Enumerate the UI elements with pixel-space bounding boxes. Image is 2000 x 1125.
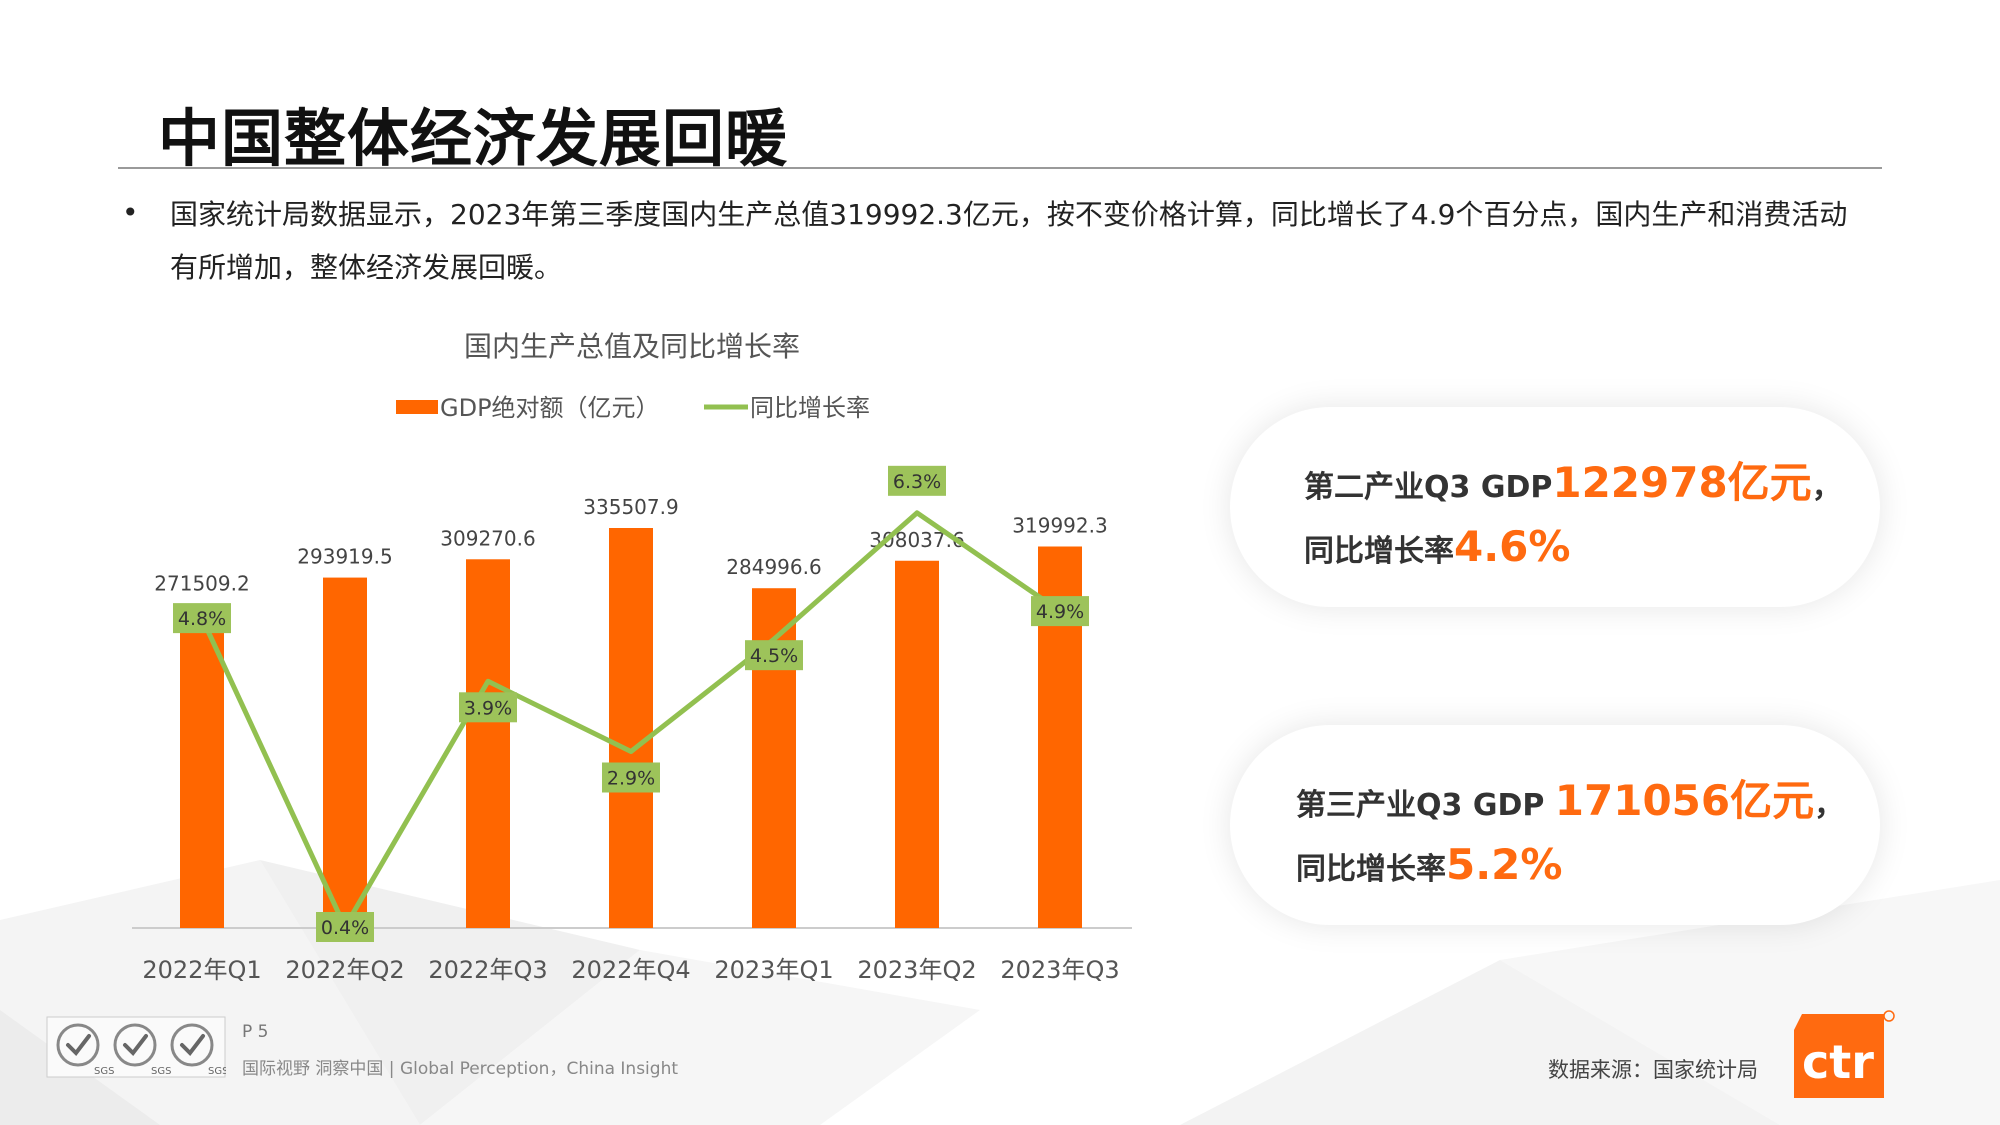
summary-paragraph: 国家统计局数据显示，2023年第三季度国内生产总值319992.3亿元，按不变价… (170, 198, 1848, 284)
svg-text:2.9%: 2.9% (607, 768, 655, 790)
tertiary-industry-gdp: 第三产业Q3 GDP 171056亿元， (1296, 776, 1845, 825)
gdp-value-label-3: 309270.6 (440, 526, 535, 550)
gdp-bar-6 (895, 560, 939, 928)
svg-text:SGS: SGS (94, 1066, 114, 1077)
gdp-value-label-1: 271509.2 (154, 571, 249, 595)
legend-label-rate: 同比增长率 (750, 394, 870, 422)
gdp-bar-3 (466, 559, 510, 928)
gdp-value-label-7: 319992.3 (1012, 513, 1107, 537)
svg-text:ctr: ctr (1802, 1035, 1874, 1089)
sgs-certification-icon: SGS SGS SGS (46, 1016, 226, 1078)
ctr-logo-icon: ctr (1794, 1010, 1895, 1098)
svg-text:4.5%: 4.5% (750, 645, 798, 667)
footer-tagline: 国际视野 洞察中国 | Global Perception，China Insi… (242, 1059, 679, 1079)
svg-text:6.3%: 6.3% (893, 471, 941, 493)
svg-text:SGS: SGS (208, 1066, 226, 1077)
x-tick-label-4: 2022年Q4 (571, 956, 690, 984)
svg-text:0.4%: 0.4% (321, 917, 369, 939)
chart-title: 国内生产总值及同比增长率 (464, 330, 800, 363)
x-tick-label-6: 2023年Q2 (857, 956, 976, 984)
secondary-industry-rate: 同比增长率4.6% (1304, 522, 1571, 571)
page-title: 中国整体经济发展回暖 (158, 102, 789, 175)
rate-label-1: 4.8% (173, 603, 231, 634)
gdp-value-label-2: 293919.5 (297, 545, 392, 569)
gdp-value-label-5: 284996.6 (726, 555, 821, 579)
gdp-bar-4 (609, 528, 653, 928)
x-tick-label-1: 2022年Q1 (142, 956, 261, 984)
legend-swatch-gdp (396, 400, 438, 414)
tertiary-gdp-value: 171056亿元 (1554, 776, 1815, 825)
tertiary-rate-value: 5.2% (1446, 840, 1563, 889)
rate-label-6: 6.3% (888, 465, 946, 496)
rate-label-5: 4.5% (745, 640, 803, 671)
data-source: 数据来源：国家统计局 (1548, 1058, 1758, 1082)
secondary-industry-card: 第二产业Q3 GDP122978亿元， 同比增长率4.6% (1230, 407, 1880, 607)
svg-text:4.9%: 4.9% (1036, 601, 1084, 623)
secondary-gdp-value: 122978亿元 (1552, 458, 1812, 507)
rate-label-4: 2.9% (602, 762, 660, 793)
rate-label-7: 4.9% (1031, 596, 1089, 627)
bullet-marker: • (122, 196, 139, 229)
gdp-bar-2 (323, 577, 367, 928)
svg-text:4.8%: 4.8% (178, 608, 226, 630)
rate-label-2: 0.4% (316, 912, 374, 942)
x-tick-label-3: 2022年Q3 (428, 956, 547, 984)
secondary-rate-value: 4.6% (1454, 522, 1571, 571)
chart-legend: GDP绝对额（亿元） 同比增长率 (396, 394, 870, 422)
title-divider (118, 167, 1882, 169)
tertiary-industry-card: 第三产业Q3 GDP 171056亿元， 同比增长率5.2% (1230, 725, 1880, 925)
svg-text:3.9%: 3.9% (464, 697, 512, 719)
x-tick-label-7: 2023年Q3 (1000, 956, 1119, 984)
svg-text:SGS: SGS (151, 1066, 171, 1077)
gdp-bar-1 (180, 604, 224, 928)
page-number: P 5 (242, 1022, 269, 1042)
x-tick-label-5: 2023年Q1 (714, 956, 833, 984)
legend-label-gdp: GDP绝对额（亿元） (440, 394, 660, 422)
tertiary-industry-rate: 同比增长率5.2% (1296, 840, 1563, 889)
gdp-value-label-4: 335507.9 (583, 495, 678, 519)
secondary-industry-gdp: 第二产业Q3 GDP122978亿元， (1304, 458, 1842, 507)
rate-label-3: 3.9% (459, 692, 517, 723)
x-tick-label-2: 2022年Q2 (285, 956, 404, 984)
